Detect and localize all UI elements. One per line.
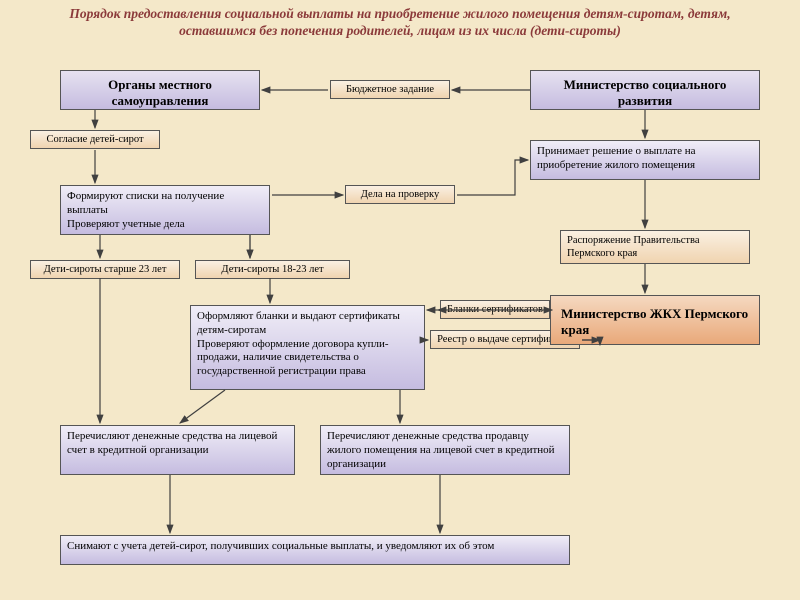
label-cert-blanks: Бланки сертификатов <box>440 300 550 319</box>
box-remove: Снимают с учета детей-сирот, получивших … <box>60 535 570 565</box>
diagram-title: Порядок предоставления социальной выплат… <box>0 0 800 44</box>
label-age-1823: Дети-сироты 18-23 лет <box>195 260 350 279</box>
box-issue-cert: Оформляют бланки и выдают сертификаты де… <box>190 305 425 390</box>
label-order: Распоряжение Правительства Пермского кра… <box>560 230 750 264</box>
box-local-gov: Органы местного самоуправления <box>60 70 260 110</box>
box-ministry-social: Министерство социального развития <box>530 70 760 110</box>
box-decision: Принимает решение о выплате на приобрете… <box>530 140 760 180</box>
label-cases-check: Дела на проверку <box>345 185 455 204</box>
box-form-lists: Формируют списки на получение выплаты Пр… <box>60 185 270 235</box>
box-transfer2: Перечисляют денежные средства продавцу ж… <box>320 425 570 475</box>
label-budget-task: Бюджетное задание <box>330 80 450 99</box>
label-consent: Согласие детей-сирот <box>30 130 160 149</box>
box-transfer1: Перечисляют денежные средства на лицевой… <box>60 425 295 475</box>
label-age-over23: Дети-сироты старше 23 лет <box>30 260 180 279</box>
box-ministry-jkh: Министерство ЖКХ Пермского края <box>550 295 760 345</box>
